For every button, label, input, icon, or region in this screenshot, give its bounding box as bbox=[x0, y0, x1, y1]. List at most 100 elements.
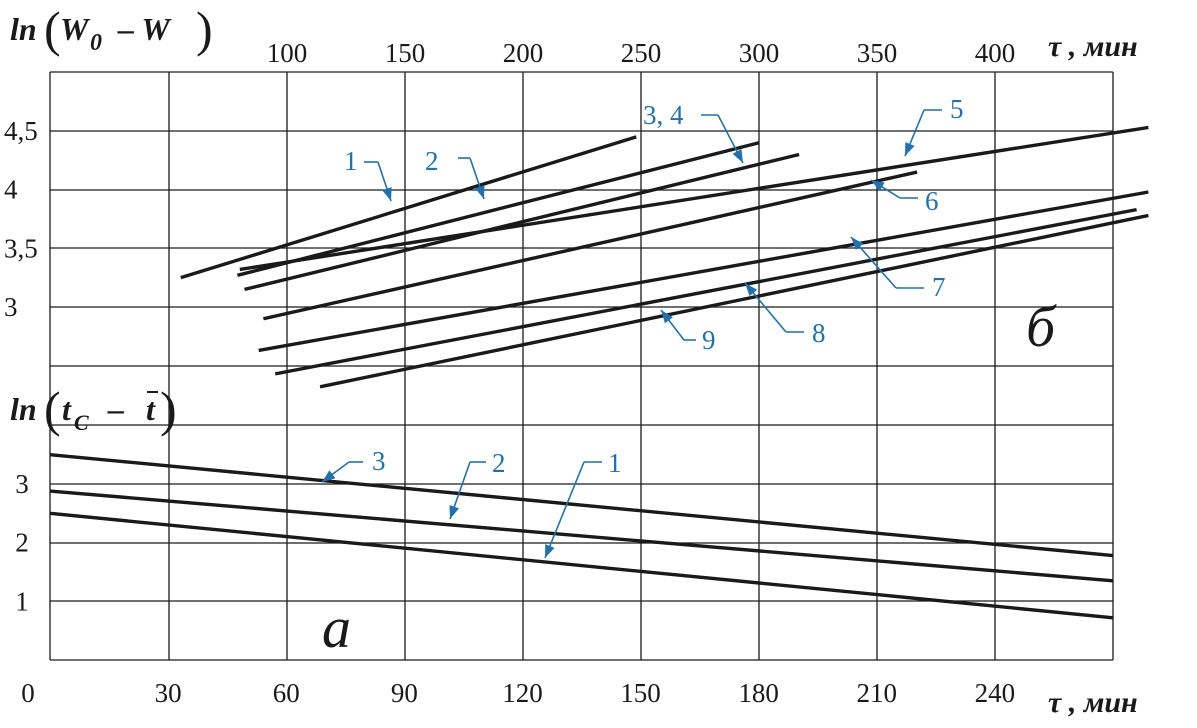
svg-text:C: C bbox=[74, 410, 89, 435]
bottom-series-line-2 bbox=[49, 489, 1114, 583]
svg-text:t: t bbox=[62, 391, 72, 427]
top-series-line-5 bbox=[239, 125, 1149, 272]
ylabel-bottom-t: t bbox=[146, 391, 156, 427]
bottom-x-ticks: 0 30 60 90 120 150 180 210 240 bbox=[21, 678, 1015, 708]
callout-bottom-1: 1 bbox=[544, 448, 622, 559]
callout-top-1: 1 bbox=[344, 146, 392, 202]
ylabel-bottom-prefix: ln bbox=[10, 391, 37, 427]
callout-top-7: 7 bbox=[850, 236, 946, 302]
bottom-series-group bbox=[49, 452, 1114, 620]
ylabel-top-body: W bbox=[60, 11, 91, 47]
grid bbox=[49, 71, 1114, 661]
bottom-y-tick-2: 2 bbox=[15, 528, 29, 558]
callout-top-34-label: 3, 4 bbox=[643, 100, 684, 130]
bottom-x-tick-120: 120 bbox=[502, 678, 543, 708]
svg-text:– W: – W bbox=[117, 11, 172, 47]
bottom-series-line-1 bbox=[49, 511, 1114, 620]
bottom-x-tick-90: 90 bbox=[391, 678, 418, 708]
callout-top-2-arrowhead bbox=[475, 185, 485, 199]
callout-top-1-arrowhead bbox=[382, 187, 392, 201]
top-x-unit-label: τ , мин bbox=[1048, 30, 1138, 63]
callout-top-9-label: 9 bbox=[702, 325, 716, 355]
svg-text:t: t bbox=[146, 391, 156, 427]
top-x-ticks: 100 150 200 250 300 350 400 bbox=[267, 38, 1016, 68]
ylabel-top-prefix: ln bbox=[10, 11, 37, 47]
bottom-x-unit-label: τ , мин bbox=[1048, 686, 1138, 719]
callout-top-8-label: 8 bbox=[812, 318, 826, 348]
callout-bottom-2-label: 2 bbox=[492, 448, 506, 478]
callout-top-2: 2 bbox=[425, 146, 485, 200]
callout-top-34: 3, 4 bbox=[643, 100, 744, 164]
callout-top-2-label: 2 bbox=[425, 146, 439, 176]
svg-text:ln: ln bbox=[10, 11, 37, 47]
panel-letter-b: б bbox=[1026, 294, 1057, 359]
top-x-tick-100: 100 bbox=[267, 38, 308, 68]
svg-text:0: 0 bbox=[90, 30, 102, 56]
callout-top-5-arrowhead bbox=[905, 142, 915, 156]
callout-top-7-arrowhead bbox=[851, 237, 864, 251]
top-series-line-7 bbox=[258, 190, 1149, 353]
top-series-line-9 bbox=[319, 213, 1149, 389]
svg-text:): ) bbox=[160, 381, 177, 437]
callout-bottom-2: 2 bbox=[449, 448, 506, 520]
bottom-x-tick-240: 240 bbox=[975, 678, 1016, 708]
bottom-series-line-3 bbox=[49, 452, 1114, 558]
top-series-group bbox=[180, 125, 1149, 389]
bottom-y-tick-3: 3 bbox=[15, 469, 29, 499]
bottom-x-tick-0: 0 bbox=[21, 678, 35, 708]
ylabel-bottom-sub: C bbox=[74, 410, 89, 435]
bottom-x-tick-180: 180 bbox=[738, 678, 779, 708]
top-y-tick-3,5: 3,5 bbox=[4, 233, 38, 263]
top-series-line-3-4 bbox=[244, 152, 800, 292]
callout-bottom-3: 3 bbox=[321, 446, 386, 483]
top-y-tick-3: 3 bbox=[4, 292, 18, 322]
svg-text:ln: ln bbox=[10, 391, 37, 427]
top-y-axis-label: ln ( W 0 – W ) bbox=[10, 1, 213, 57]
svg-text:(: ( bbox=[44, 1, 61, 57]
ylabel-bottom-body: t bbox=[62, 391, 72, 427]
svg-text:–: – bbox=[107, 391, 124, 427]
callout-top-5: 5 bbox=[904, 94, 964, 157]
top-series-line-2 bbox=[237, 141, 760, 277]
callout-top-1-label: 1 bbox=[344, 146, 358, 176]
top-y-tick-4,5: 4,5 bbox=[4, 116, 38, 146]
top-y-tick-4: 4 bbox=[4, 175, 18, 205]
bottom-x-tick-60: 60 bbox=[273, 678, 300, 708]
panel-letter-a: а bbox=[322, 595, 351, 660]
callout-bottom-1-label: 1 bbox=[608, 448, 622, 478]
svg-text:W: W bbox=[60, 11, 91, 47]
callout-top-6-arrowhead bbox=[871, 180, 885, 192]
callout-top-6: 6 bbox=[870, 179, 939, 216]
callouts: 1 2 3, 4 5 6 7 8 9 3 2 1 bbox=[321, 94, 964, 559]
svg-text:): ) bbox=[196, 1, 213, 57]
callout-bottom-3-label: 3 bbox=[372, 446, 386, 476]
bottom-y-tick-1: 1 bbox=[15, 586, 29, 616]
top-series-line-8 bbox=[274, 207, 1137, 376]
callout-top-5-label: 5 bbox=[950, 94, 964, 124]
bottom-x-tick-150: 150 bbox=[620, 678, 661, 708]
bottom-x-tick-30: 30 bbox=[155, 678, 182, 708]
top-x-tick-200: 200 bbox=[503, 38, 544, 68]
callout-top-6-label: 6 bbox=[925, 186, 939, 216]
callout-top-7-label: 7 bbox=[932, 272, 946, 302]
callout-bottom-1-leader bbox=[544, 461, 585, 559]
ylabel-bottom-tail: – bbox=[107, 391, 124, 427]
top-x-tick-250: 250 bbox=[621, 38, 662, 68]
callout-bottom-3-arrowhead bbox=[322, 470, 336, 482]
callout-top-34-arrowhead bbox=[732, 149, 743, 163]
bottom-y-axis-label: ln ( t C – t ) bbox=[10, 381, 177, 437]
top-x-tick-400: 400 bbox=[975, 38, 1016, 68]
bottom-x-tick-210: 210 bbox=[857, 678, 898, 708]
callout-top-8: 8 bbox=[744, 282, 826, 348]
callout-top-9: 9 bbox=[660, 309, 716, 355]
top-y-ticks: 3 3,5 4 4,5 bbox=[4, 116, 38, 322]
top-series-line-6 bbox=[263, 170, 918, 321]
svg-text:(: ( bbox=[44, 381, 61, 437]
callout-bottom-1-arrowhead bbox=[545, 544, 555, 558]
bottom-y-ticks: 1 2 3 bbox=[15, 469, 29, 616]
top-x-tick-300: 300 bbox=[739, 38, 780, 68]
top-x-tick-350: 350 bbox=[857, 38, 898, 68]
ylabel-top-tail: – W bbox=[117, 11, 172, 47]
top-series-line-1 bbox=[180, 135, 637, 280]
